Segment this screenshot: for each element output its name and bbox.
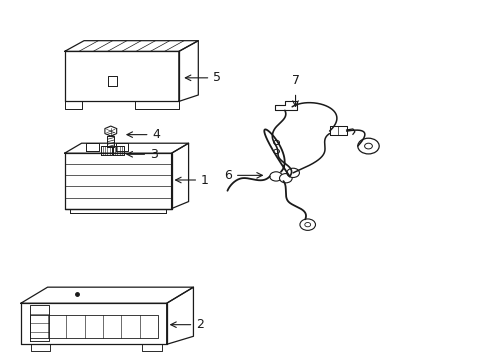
Circle shape	[357, 138, 378, 154]
Circle shape	[269, 172, 282, 181]
Circle shape	[364, 143, 372, 149]
Circle shape	[286, 168, 299, 177]
Circle shape	[279, 174, 291, 183]
Text: 6: 6	[224, 169, 232, 182]
Text: 2: 2	[196, 318, 203, 331]
Text: 4: 4	[152, 128, 160, 141]
Circle shape	[273, 140, 279, 145]
Text: 5: 5	[212, 71, 221, 84]
Text: 7: 7	[291, 74, 299, 87]
Circle shape	[304, 222, 310, 227]
Text: 3: 3	[149, 148, 157, 161]
Circle shape	[299, 219, 315, 230]
Circle shape	[273, 149, 279, 154]
Text: 1: 1	[201, 174, 208, 186]
